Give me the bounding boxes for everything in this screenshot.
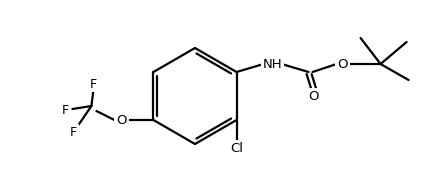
- Text: F: F: [90, 78, 97, 90]
- Text: Cl: Cl: [230, 142, 243, 155]
- Text: O: O: [308, 89, 319, 103]
- Text: NH: NH: [263, 57, 282, 70]
- Text: O: O: [116, 113, 127, 127]
- Text: F: F: [70, 126, 77, 138]
- Text: O: O: [337, 57, 348, 70]
- Text: F: F: [62, 103, 69, 117]
